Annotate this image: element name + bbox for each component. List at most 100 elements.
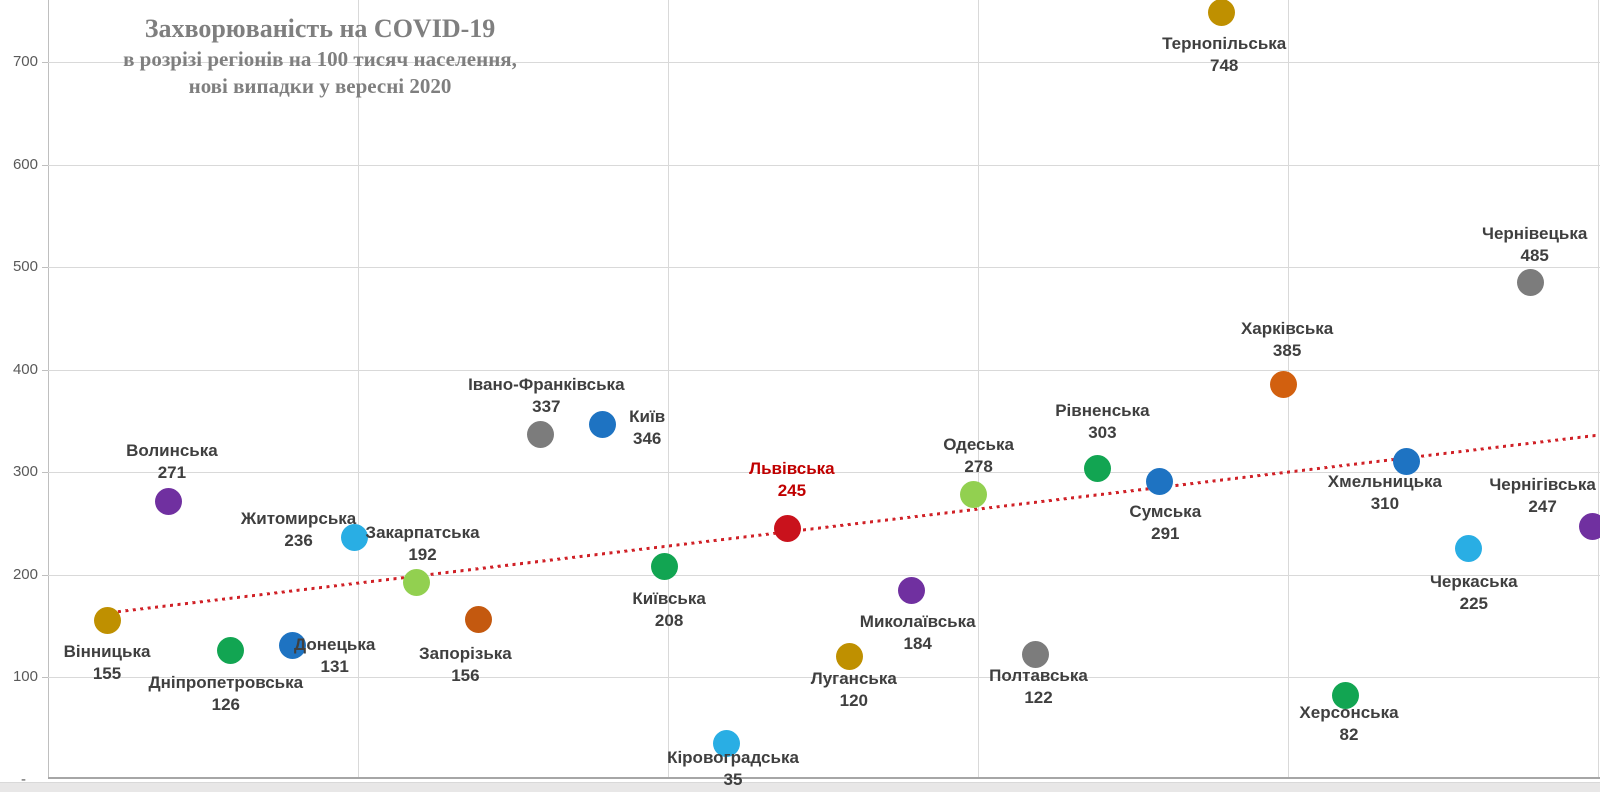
data-point[interactable]: [217, 636, 245, 664]
data-point[interactable]: [403, 569, 430, 597]
chart-title-block: Захворюваність на COVID-19 в розрізі рег…: [70, 12, 570, 100]
y-axis-tick: [42, 472, 48, 473]
data-point-label: Дніпропетровська 126: [116, 672, 336, 716]
data-point-region-name: Донецька: [294, 635, 376, 655]
data-point[interactable]: [93, 607, 121, 635]
data-point-region-name: Черкаська: [1429, 571, 1518, 591]
y-axis-tick-label: 700: [12, 53, 38, 70]
data-point-region-name: Львівська: [749, 459, 835, 479]
data-point[interactable]: [1083, 455, 1111, 483]
horizontal-gridline: [48, 574, 1600, 576]
data-point-label: Донецька 131: [225, 634, 445, 678]
data-point-value: 271: [157, 462, 187, 482]
data-point-value: 35: [723, 769, 743, 789]
data-point-label: Чернігівська 247: [1433, 474, 1600, 518]
data-point-region-name: Вінницька: [63, 641, 151, 661]
y-axis-tick: [42, 267, 48, 268]
data-point-label: Чернівецька 485: [1425, 223, 1600, 267]
data-point-region-name: Чернівецька: [1482, 224, 1588, 244]
y-axis-tick: [42, 369, 48, 371]
data-point[interactable]: [279, 631, 307, 659]
data-point-label: Тернопільська 748: [1114, 33, 1334, 77]
data-point[interactable]: [774, 514, 802, 542]
vertical-gridline: [668, 0, 669, 778]
horizontal-gridline: [48, 369, 1600, 371]
chart-title: Захворюваність на COVID-19: [144, 14, 496, 43]
y-axis-tick-label: 400: [12, 360, 38, 378]
data-point-value: 192: [408, 544, 437, 564]
horizontal-gridline: [48, 164, 1600, 166]
chart-subtitle-line1: в розрізі регіонів на 100 тисяч населенн…: [123, 47, 517, 71]
vertical-gridline: [1598, 0, 1599, 778]
data-point-region-name: Чернігівська: [1489, 475, 1596, 495]
data-point-value: 156: [451, 665, 480, 685]
data-point-label: Кіровоградська 35: [623, 747, 843, 791]
data-point[interactable]: [1207, 0, 1235, 27]
data-point[interactable]: [526, 420, 554, 448]
data-point[interactable]: [1269, 371, 1297, 399]
data-point[interactable]: [1455, 535, 1483, 563]
data-point-region-name: Луганська: [810, 668, 897, 688]
data-point-value: 291: [1151, 524, 1180, 544]
horizontal-gridline: [48, 472, 1600, 473]
data-point[interactable]: [1393, 448, 1421, 476]
data-point-label: Одеська 278: [869, 434, 1089, 478]
data-point[interactable]: [341, 524, 369, 552]
data-point-region-name: Тернопільська: [1162, 33, 1287, 53]
data-point-region-name: Хмельницька: [1327, 471, 1442, 491]
data-point-value: 346: [633, 428, 662, 448]
data-point-label: Сумська 291: [1055, 501, 1275, 545]
data-point-label: Луганська 120: [744, 668, 964, 712]
data-point-value: 310: [1370, 493, 1400, 513]
data-point-label: Миколаївська 184: [808, 611, 1028, 655]
chart-subtitle-line2: нові випадки у вересні 2020: [188, 74, 452, 98]
data-point-label: Івано-Франківська 337: [436, 374, 656, 418]
data-point[interactable]: [464, 606, 492, 634]
data-point-region-name: Харківська: [1240, 318, 1334, 338]
data-point-region-name: Житомирська: [240, 508, 357, 528]
data-point-label: Рівненська 303: [992, 400, 1212, 444]
data-point-region-name: Івано-Франківська: [468, 375, 625, 395]
data-point[interactable]: [1331, 681, 1359, 709]
data-point-value: 245: [777, 481, 807, 501]
data-point[interactable]: [1145, 467, 1173, 495]
data-point[interactable]: [898, 577, 926, 605]
data-point-value: 131: [320, 657, 349, 677]
data-point[interactable]: [836, 643, 864, 670]
horizontal-gridline: [48, 677, 1600, 678]
data-point[interactable]: [588, 411, 616, 439]
data-point-label: Хмельницька 310: [1275, 471, 1495, 515]
data-point[interactable]: [650, 552, 678, 580]
data-point-label: Черкаська 225: [1364, 571, 1584, 615]
data-point-region-name: Дніпропетровська: [148, 673, 304, 693]
data-point-label: Київська 208: [559, 588, 779, 632]
data-point-region-name: Сумська: [1129, 502, 1202, 522]
data-point[interactable]: [1517, 268, 1545, 296]
y-axis-line: [48, 0, 49, 778]
data-point-value: 247: [1528, 497, 1557, 517]
data-point-value: 184: [903, 633, 932, 653]
data-point-value: 122: [1024, 688, 1053, 708]
y-axis-tick: [42, 164, 48, 166]
data-point-region-name: Київ: [629, 406, 666, 426]
data-point-value: 748: [1210, 55, 1239, 75]
data-point-label: Закарпатська 192: [313, 522, 533, 566]
data-point-value: 208: [654, 611, 684, 631]
y-axis-tick: [42, 62, 48, 63]
data-point-region-name: Запорізька: [419, 643, 512, 663]
data-point[interactable]: [712, 730, 740, 758]
data-point-label: Полтавська 122: [929, 665, 1149, 709]
data-point-value: 236: [284, 530, 313, 550]
data-point[interactable]: [1022, 640, 1049, 668]
data-point[interactable]: [155, 488, 183, 516]
y-axis-tick: [42, 677, 48, 678]
x-axis-line: [48, 777, 1600, 779]
data-point-region-name: Кіровоградська: [667, 747, 799, 767]
data-point[interactable]: [1579, 512, 1600, 540]
data-point-value: 485: [1520, 246, 1549, 266]
data-point[interactable]: [960, 481, 988, 509]
data-point-value: 126: [211, 695, 240, 715]
y-axis-tick-label: 200: [12, 565, 38, 583]
data-point-label: Херсонська 82: [1239, 702, 1459, 746]
data-point-region-name: Рівненська: [1055, 400, 1150, 420]
